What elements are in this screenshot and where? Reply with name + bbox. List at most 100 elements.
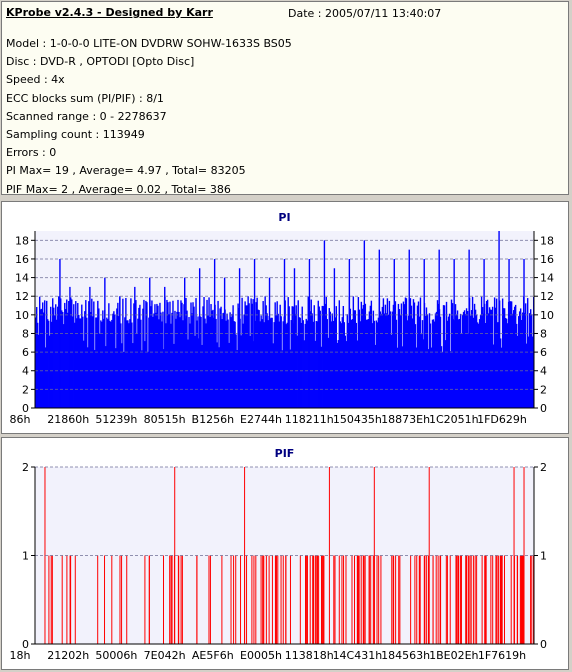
pi-bar <box>324 303 326 408</box>
pi-bar <box>152 316 154 408</box>
info-pif-stats: PIF Max= 2 , Average= 0.02 , Total= 386 <box>6 182 231 196</box>
pi-bar <box>271 317 273 408</box>
pi-bar <box>458 318 461 408</box>
pi-bar <box>93 301 95 408</box>
pi-bar <box>447 316 450 408</box>
pi-bar <box>509 301 512 408</box>
pi-bar <box>51 321 53 408</box>
pi-bar <box>463 310 466 408</box>
pi-bar <box>356 340 359 408</box>
pi-bar <box>425 307 428 408</box>
pi-bar <box>77 303 79 408</box>
pi-bar <box>251 303 253 408</box>
y-tick-label-right: 6 <box>540 346 547 359</box>
pi-bar <box>341 317 344 408</box>
pi-bar <box>220 306 222 408</box>
pi-bar <box>62 312 64 408</box>
pi-bar <box>370 300 373 408</box>
pi-bar <box>144 341 146 408</box>
y-tick-label-right: 0 <box>540 638 547 651</box>
pi-bar <box>429 323 432 408</box>
x-tick-label: E2744h <box>240 413 282 426</box>
x-tick-label: 86h <box>10 413 31 426</box>
pi-bar <box>346 314 349 408</box>
pi-bar <box>359 321 362 408</box>
pi-bar <box>290 320 292 408</box>
pi-bar <box>500 347 503 408</box>
pi-bar <box>419 297 422 408</box>
pi-bar <box>118 316 120 408</box>
pi-bar <box>148 317 150 408</box>
pi-bar <box>412 299 415 408</box>
pi-bar <box>79 318 81 408</box>
pi-bar <box>273 322 275 408</box>
pi-bar <box>212 309 214 408</box>
pi-bar <box>495 298 498 408</box>
x-tick-label: 50006h <box>95 649 137 662</box>
pi-bar <box>481 307 484 408</box>
pi-bar <box>130 298 132 408</box>
pi-bar <box>440 346 443 408</box>
info-speed: Speed : 4x <box>6 73 65 87</box>
x-tick-label: 80515h <box>144 413 186 426</box>
pi-bar <box>494 307 497 408</box>
y-tick-label-left: 18 <box>15 234 29 247</box>
pi-bar <box>362 304 365 408</box>
y-tick-label-right: 8 <box>540 327 547 340</box>
pi-bar <box>345 341 348 408</box>
pi-bar <box>288 306 290 408</box>
info-ecc: ECC blocks sum (PI/PIF) : 8/1 <box>6 91 164 105</box>
info-sampling: Sampling count : 113949 <box>6 127 145 141</box>
pi-bar <box>353 310 356 408</box>
pi-bar <box>121 343 123 408</box>
pi-bar <box>418 316 421 408</box>
pi-bar <box>375 320 378 408</box>
pi-bar <box>230 317 232 408</box>
pi-bar <box>330 321 332 408</box>
pi-bar <box>137 318 139 408</box>
pi-bar <box>387 314 390 408</box>
pi-bar <box>65 308 67 408</box>
pi-bar <box>210 304 212 408</box>
pi-bar <box>381 306 384 408</box>
pi-bar <box>55 304 57 408</box>
pi-bar <box>400 303 403 408</box>
info-range: Scanned range : 0 - 2278637 <box>6 109 167 123</box>
pi-bar <box>317 300 319 408</box>
pi-bar <box>385 313 388 408</box>
pi-bar <box>267 320 269 408</box>
pi-bar <box>394 301 397 408</box>
pi-bar <box>399 315 402 408</box>
pi-bar <box>354 310 357 408</box>
pi-bar <box>166 299 168 408</box>
pi-bar <box>261 319 263 408</box>
pi-bar <box>327 337 329 408</box>
pi-bar <box>347 322 350 408</box>
pi-bar <box>196 320 198 408</box>
pi-bar <box>105 346 107 408</box>
pi-bar <box>96 317 98 408</box>
pi-bar <box>492 344 495 408</box>
pi-bar <box>236 350 238 408</box>
pi-bar <box>171 312 173 408</box>
pi-bar <box>78 314 80 408</box>
pi-bar <box>229 312 231 408</box>
y-tick-label-left: 14 <box>15 272 29 285</box>
pi-bar <box>113 311 115 408</box>
pi-bar <box>450 299 453 408</box>
pi-bar <box>415 347 418 408</box>
pi-bar <box>44 300 46 408</box>
pi-bar <box>319 310 321 408</box>
pi-bar <box>194 335 196 408</box>
pi-bar <box>466 311 469 408</box>
pi-bar <box>145 300 147 408</box>
y-tick-label-right: 1 <box>540 550 547 563</box>
pi-bar <box>40 309 42 408</box>
x-tick-label: 21202h <box>47 649 89 662</box>
pi-bar <box>56 319 58 408</box>
pi-bar <box>278 321 280 408</box>
pi-bar <box>247 296 249 408</box>
pi-bar <box>388 300 391 408</box>
pi-bar <box>190 302 192 408</box>
pi-bar <box>66 299 68 408</box>
